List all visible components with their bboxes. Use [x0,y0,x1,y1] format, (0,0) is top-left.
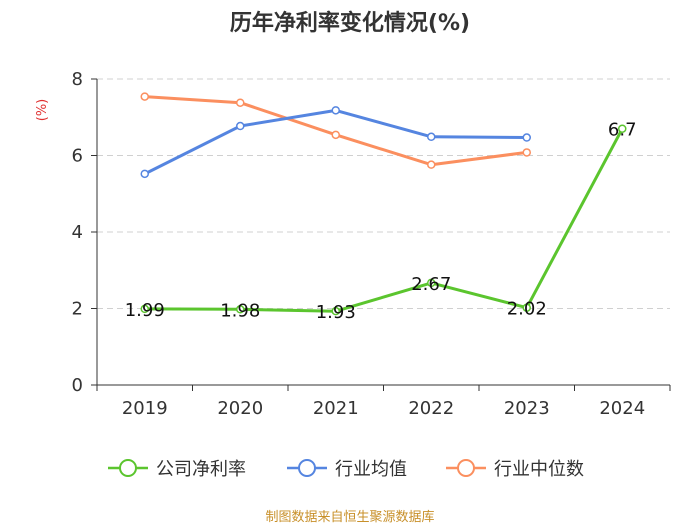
legend-marker-1 [298,459,316,477]
series-2-point-2019[interactable] [140,92,149,101]
source-note: 制图数据来自恒生聚源数据库 [265,509,434,525]
series-2-point-2020[interactable] [236,98,245,107]
data-label-2023: 2.02 [507,299,547,320]
series-0-point-2022[interactable] [427,278,436,288]
data-label-2022: 2.67 [411,274,451,295]
data-label-2021: 1.93 [316,302,356,323]
x-tick-label-2021: 2021 [313,398,359,419]
data-labels: 1.99 1.98 1.93 2.67 2.02 6.7 [125,120,637,323]
series-line-1 [144,108,527,176]
y-axis-label: (%) [35,99,50,122]
legend[interactable]: 公司净利率 行业均值 行业中位数 [108,459,584,480]
data-label-2024: 6.7 [608,120,637,141]
series-1-point-2020[interactable] [236,121,245,131]
series-0-point-2023[interactable] [522,303,531,312]
data-label-2019: 1.99 [125,300,165,321]
series-0-point-2024[interactable] [618,124,627,133]
series-layer [140,92,627,316]
grid [97,78,670,309]
x-tick-label-2019: 2019 [122,398,168,419]
legend-label-2: 行业中位数 [494,459,584,480]
series-2-point-2022[interactable] [427,160,436,169]
legend-label-0: 公司净利率 [156,459,246,480]
data-label-2020: 1.98 [220,300,260,321]
axes: 0 2 4 6 8 2019 2020 2021 2022 2023 2024 [72,69,671,419]
x-tick-label-2023: 2023 [504,398,550,419]
legend-label-1: 行业均值 [335,459,407,480]
y-tick-label-4: 4 [72,222,83,243]
x-tick-label-2022: 2022 [408,398,454,419]
legend-item-2[interactable]: 行业中位数 [446,459,584,480]
series-2-point-2021[interactable] [331,130,340,140]
legend-marker-2 [457,459,475,477]
series-0-point-2020[interactable] [236,305,245,314]
y-tick-label-0: 0 [72,375,83,396]
y-tick-label-8: 8 [72,69,83,90]
chart-title: 历年净利率变化情况(%) [230,10,470,36]
x-tick-label-2020: 2020 [217,398,263,419]
series-0-point-2021[interactable] [331,306,340,316]
series-2-point-2023[interactable] [522,148,531,157]
series-1-point-2019[interactable] [140,169,149,179]
x-tick-label-2024: 2024 [599,398,645,419]
legend-marker-0 [119,459,137,477]
series-line-0 [144,127,624,313]
series-1-point-2021[interactable] [331,106,340,115]
series-1-point-2023[interactable] [522,133,531,142]
series-0-point-2019[interactable] [140,304,149,314]
y-tick-label-2: 2 [72,299,83,320]
y-tick-label-6: 6 [72,146,83,167]
legend-item-1[interactable]: 行业均值 [287,459,407,480]
legend-item-0[interactable]: 公司净利率 [108,459,246,480]
series-1-point-2022[interactable] [427,132,436,142]
